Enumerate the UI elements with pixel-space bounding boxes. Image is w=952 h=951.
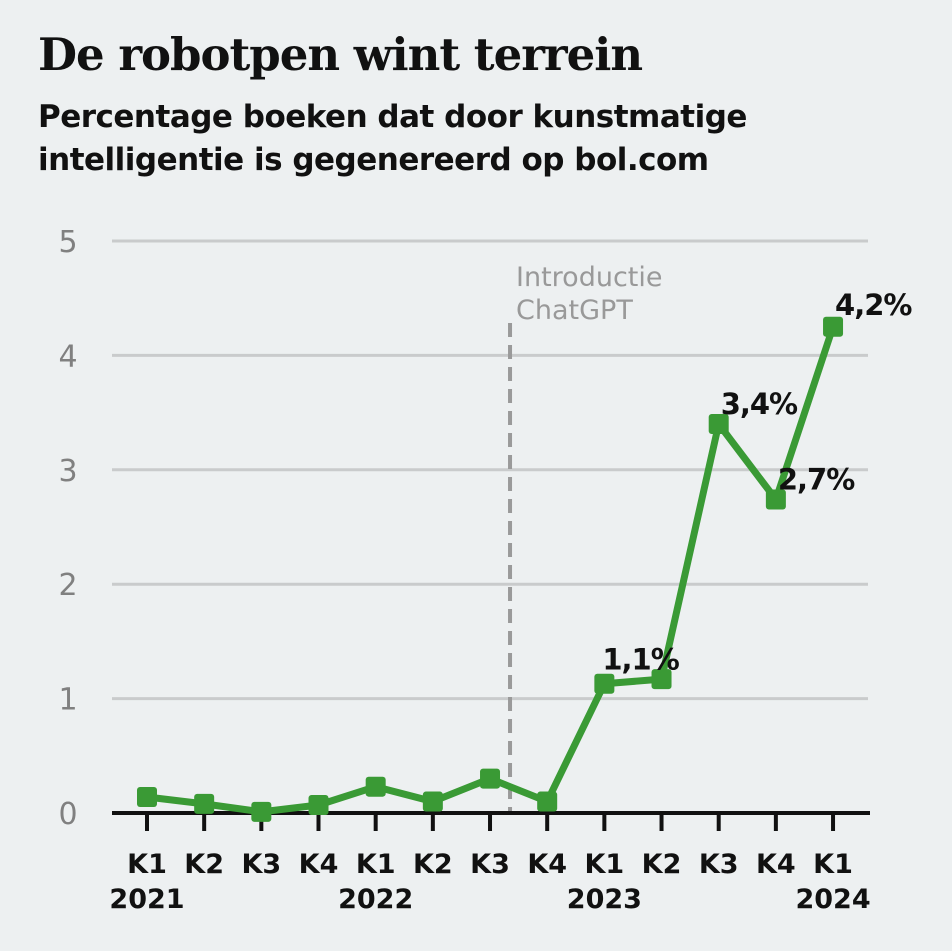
y-tick-label: 2: [58, 568, 77, 603]
data-point: [823, 316, 844, 337]
chart-title: De robotpen wint terrein: [38, 28, 643, 81]
y-tick-label: 5: [58, 225, 77, 260]
x-tick-label: K2: [184, 849, 224, 880]
data-point: [422, 791, 443, 812]
data-point: [708, 414, 729, 435]
data-point: [537, 791, 558, 812]
x-tick-label: K4: [527, 849, 567, 880]
data-label: 2,7%: [778, 463, 855, 497]
x-tick-label: K3: [699, 849, 739, 880]
x-tick-label: K4: [756, 849, 796, 880]
annotation-text: Introductie: [516, 262, 662, 293]
x-tick-label: K2: [642, 849, 682, 880]
chart-subtitle: Percentage boeken dat door kunstmatige i…: [38, 99, 747, 178]
x-year-label: 2022: [338, 884, 413, 915]
data-point: [480, 768, 501, 789]
y-tick-label: 1: [58, 683, 77, 718]
annotation-text: ChatGPT: [516, 295, 633, 326]
data-label: 3,4%: [721, 387, 798, 421]
x-year-label: 2023: [567, 884, 642, 915]
x-tick-label: K3: [241, 849, 281, 880]
data-point: [137, 786, 157, 807]
data-point: [651, 669, 672, 690]
data-point: [365, 776, 386, 797]
data-label: 4,2%: [835, 288, 912, 322]
y-tick-label: 3: [58, 454, 77, 489]
x-tick-label: K1: [813, 849, 853, 880]
data-point: [194, 793, 215, 814]
data-point: [594, 673, 615, 694]
data-point: [765, 489, 786, 510]
data-label: 1,1%: [602, 643, 679, 677]
x-tick-label: K4: [299, 849, 339, 880]
data-point: [251, 801, 272, 822]
x-year-label: 2021: [109, 884, 184, 915]
x-tick-label: K3: [470, 849, 510, 880]
y-tick-label: 0: [58, 797, 77, 832]
x-year-label: 2024: [795, 884, 870, 915]
x-tick-label: K1: [356, 849, 396, 880]
y-tick-label: 4: [58, 339, 77, 374]
x-tick-label: K1: [585, 849, 625, 880]
x-tick-label: K1: [127, 849, 167, 880]
data-point: [308, 794, 329, 815]
x-tick-label: K2: [413, 849, 453, 880]
